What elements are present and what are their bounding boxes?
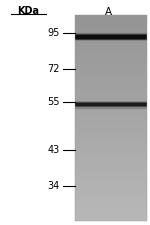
Text: 95: 95: [48, 28, 60, 38]
Text: 34: 34: [48, 181, 60, 191]
Text: 43: 43: [48, 145, 60, 155]
Text: 72: 72: [48, 64, 60, 74]
Text: KDa: KDa: [18, 6, 39, 16]
Bar: [75, 15, 147, 220]
Text: 55: 55: [48, 97, 60, 107]
Text: A: A: [104, 7, 112, 17]
